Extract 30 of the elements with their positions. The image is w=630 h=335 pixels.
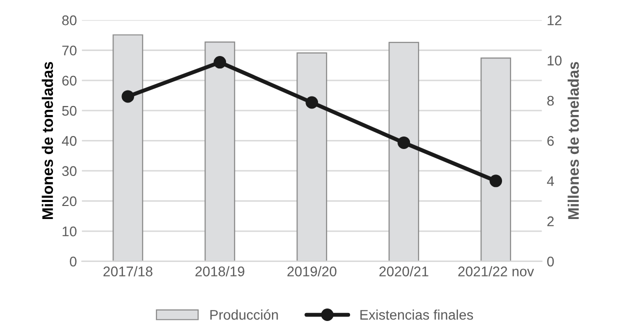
y2-tick-label: 12 (548, 15, 562, 26)
y2-tick-label: 2 (547, 216, 554, 226)
x-tick-label: 2018/19 (195, 266, 244, 276)
y-tick-label: 40 (62, 136, 76, 146)
point (122, 90, 134, 103)
point (398, 136, 410, 149)
y2-axis-title: Millones de toneladas (568, 62, 579, 220)
point (490, 174, 502, 188)
y2-tick-label: 8 (547, 96, 554, 106)
x-tick-label: 2020/21 (379, 266, 428, 276)
y-tick-label: 50 (62, 106, 76, 116)
legend-label: Producción (210, 309, 278, 320)
y2-tick-label: 10 (548, 56, 562, 66)
x-tick-label: 2021/22 nov (458, 266, 534, 276)
y2-tick-label: 4 (546, 176, 554, 186)
y-tick-label: 70 (62, 46, 76, 56)
y-tick-label: 60 (62, 76, 76, 86)
x-tick-label: 2017/18 (103, 266, 152, 276)
y-axis-title: Millones de toneladas (42, 62, 54, 220)
point (214, 56, 226, 69)
y2-tick-label: 0 (547, 256, 554, 266)
legend-label: Existencias finales (360, 310, 474, 320)
y2-tick-label: 6 (547, 136, 554, 146)
y-tick-label: 0 (70, 256, 76, 266)
point (306, 96, 318, 109)
y-tick-label: 20 (62, 196, 76, 206)
x-tick-label: 2019/20 (287, 266, 336, 276)
y-tick-label: 10 (62, 226, 76, 236)
y-tick-label: 30 (62, 166, 76, 176)
y-tick-label: 80 (62, 15, 76, 26)
